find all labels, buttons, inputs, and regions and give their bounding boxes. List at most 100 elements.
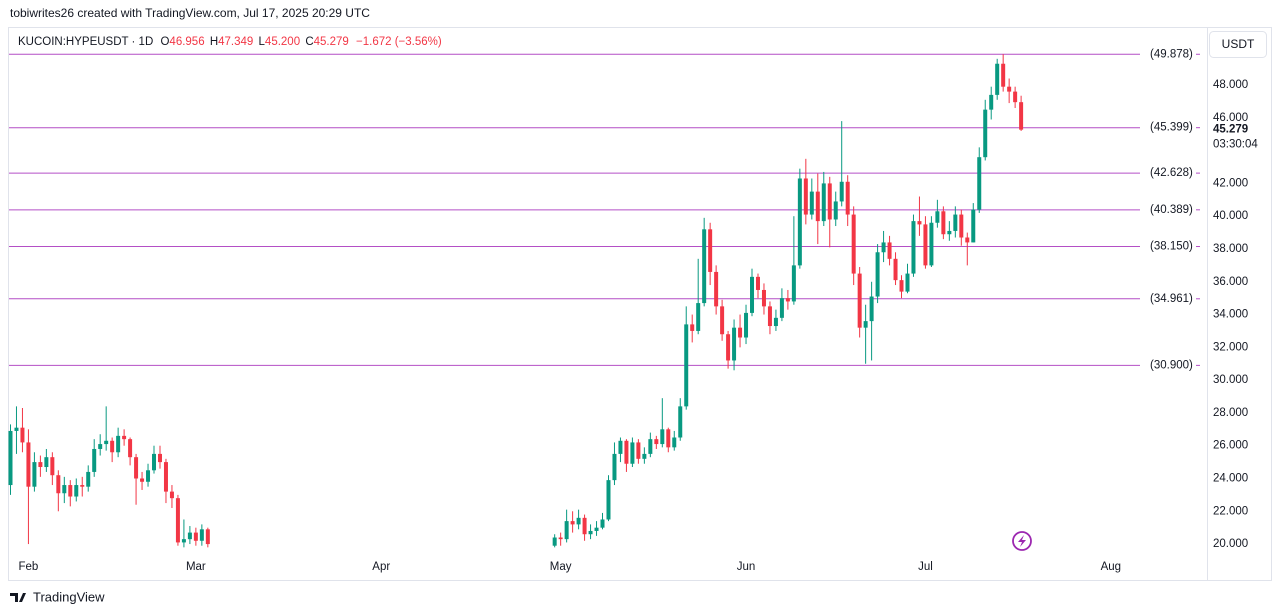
candle-body — [971, 209, 976, 243]
icon-ring — [1012, 531, 1032, 551]
candle-body — [1001, 63, 1006, 87]
candle-body — [104, 440, 109, 445]
candle-body — [845, 181, 850, 215]
y-tick-label: 20.000 — [1213, 538, 1248, 550]
candle-body — [56, 475, 61, 494]
candle-body — [654, 439, 659, 445]
y-tick-label: 26.000 — [1213, 440, 1248, 452]
candle-body — [965, 237, 970, 243]
candle-body — [797, 178, 802, 266]
candle-body — [696, 303, 701, 331]
candle-body — [720, 306, 725, 335]
level-label: (30.900) — [1150, 359, 1193, 371]
icon-bolt — [1018, 535, 1026, 547]
candle-body — [630, 442, 635, 464]
candle-body — [122, 435, 127, 440]
legend-value: 45.279 — [314, 36, 349, 48]
level-label: (38.150) — [1150, 241, 1193, 253]
candle-body — [983, 109, 988, 158]
candle-body — [193, 532, 198, 541]
candle-body — [666, 429, 671, 448]
last-price-box — [1209, 121, 1261, 153]
candle-body — [14, 427, 19, 431]
candle-body — [600, 519, 605, 528]
candle-body — [205, 529, 210, 545]
candle-body — [152, 453, 157, 471]
candle-body — [839, 181, 844, 202]
level-label: (40.389) — [1150, 204, 1193, 216]
candle-body — [690, 324, 695, 331]
candle-body — [648, 439, 653, 454]
candle-body — [899, 280, 904, 292]
currency-button[interactable] — [1209, 31, 1267, 58]
candle-body — [881, 242, 886, 253]
x-tick-label: Apr — [372, 561, 390, 573]
x-tick-label: Jul — [918, 561, 933, 573]
y-tick-label: 24.000 — [1213, 473, 1248, 485]
candle-body — [1007, 86, 1012, 92]
y-tick-label: 38.000 — [1213, 243, 1248, 255]
candle-body — [618, 440, 623, 454]
chart-frame — [8, 27, 1272, 581]
candle-body — [68, 485, 73, 497]
candle-body — [26, 442, 31, 487]
candle-body — [128, 439, 133, 458]
last-price-label: 45.279 — [1213, 124, 1248, 136]
y-tick-label: 46.000 — [1213, 112, 1248, 124]
candle-body — [785, 298, 790, 302]
candle-body — [767, 306, 772, 327]
candle-body — [199, 529, 204, 541]
y-tick-label: 48.000 — [1213, 79, 1248, 91]
candle-body — [989, 94, 994, 110]
level-label: (42.628) — [1150, 167, 1193, 179]
candle-body — [20, 427, 25, 443]
candle-body — [181, 539, 186, 543]
candle-body — [157, 453, 162, 463]
candle-body — [140, 478, 145, 482]
candle-body — [935, 211, 940, 223]
y-tick-label: 32.000 — [1213, 341, 1248, 353]
candle-body — [977, 157, 982, 210]
candle-body — [50, 457, 55, 476]
legend-change: −1.672 (−3.56%) — [356, 36, 442, 48]
candle-body — [684, 324, 689, 407]
candle-body — [750, 276, 755, 313]
candle-body — [995, 63, 1000, 95]
candle-body — [803, 178, 808, 215]
attribution: tobiwrites26 created with TradingView.co… — [10, 6, 370, 20]
candle-body — [80, 485, 85, 487]
candle-body — [875, 252, 880, 297]
x-tick-label: Feb — [19, 561, 39, 573]
candle-body — [815, 191, 820, 222]
candle-body — [726, 334, 731, 361]
legend-key: H — [210, 36, 218, 48]
candle-body — [857, 273, 862, 328]
candle-body — [893, 258, 898, 281]
candle-body — [821, 183, 826, 222]
candle-body — [672, 437, 677, 448]
candle-body — [714, 271, 719, 307]
level-label: (45.399) — [1150, 122, 1193, 134]
lightning-icon[interactable] — [1012, 531, 1032, 551]
brand-name: TradingView — [33, 589, 105, 604]
candle-body — [116, 435, 121, 453]
legend-key: O — [160, 36, 169, 48]
candle-body — [187, 532, 192, 540]
candle-body — [863, 321, 868, 328]
legend-value: 46.956 — [169, 36, 204, 48]
candle-body — [773, 317, 778, 327]
y-tick-label: 36.000 — [1213, 276, 1248, 288]
candle-body — [169, 491, 174, 499]
x-tick-label: Aug — [1101, 561, 1121, 573]
candle-body — [163, 462, 168, 492]
symbol: KUCOIN:HYPEUSDT · 1D — [18, 36, 153, 48]
candle-body — [594, 527, 599, 531]
candle-body — [678, 406, 683, 438]
candle-body — [809, 191, 814, 215]
candle-body — [779, 298, 784, 318]
candle-body — [564, 521, 569, 540]
candle-body — [917, 221, 922, 225]
candle-body — [744, 312, 749, 338]
legend-key: L — [259, 36, 266, 48]
